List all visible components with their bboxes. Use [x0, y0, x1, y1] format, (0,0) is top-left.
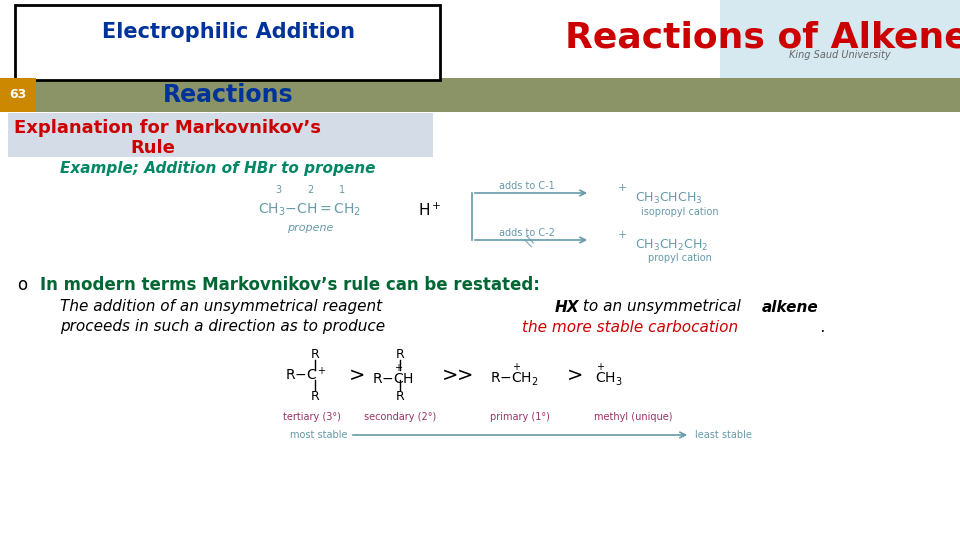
Text: $\mathrm{CH_3CHCH_3}$: $\mathrm{CH_3CHCH_3}$ — [635, 191, 703, 206]
Text: Rule: Rule — [130, 139, 175, 157]
Text: Reactions of Alkene: Reactions of Alkene — [565, 21, 960, 55]
Text: isopropyl cation: isopropyl cation — [641, 207, 719, 217]
Text: Explanation for Markovnikov’s: Explanation for Markovnikov’s — [14, 119, 321, 137]
Text: //: // — [522, 234, 538, 248]
Bar — [8, 113, 433, 157]
Text: R: R — [311, 390, 320, 403]
Text: alkene: alkene — [762, 300, 819, 314]
Text: most stable: most stable — [290, 430, 348, 440]
Text: .: . — [820, 320, 825, 334]
Text: $\mathrm{\overset{+}{C}H_3}$: $\mathrm{\overset{+}{C}H_3}$ — [595, 362, 623, 388]
Text: 3: 3 — [275, 185, 281, 195]
Text: +: + — [617, 230, 627, 240]
Text: tertiary (3°): tertiary (3°) — [283, 412, 341, 422]
Text: methyl (unique): methyl (unique) — [593, 412, 672, 422]
Text: Electrophilic Addition: Electrophilic Addition — [102, 22, 354, 42]
Text: $\mathrm{H^+}$: $\mathrm{H^+}$ — [419, 201, 442, 219]
Text: $\mathrm{R{-}C^+}$: $\mathrm{R{-}C^+}$ — [285, 366, 327, 383]
Text: $\mathrm{R{-}\overset{+}{C}H_2}$: $\mathrm{R{-}\overset{+}{C}H_2}$ — [490, 362, 539, 388]
Text: $\mathrm{CH_3CH_2CH_2}$: $\mathrm{CH_3CH_2CH_2}$ — [635, 238, 708, 253]
Text: proceeds in such a direction as to produce: proceeds in such a direction as to produ… — [60, 320, 390, 334]
Text: >: > — [348, 366, 365, 384]
Text: 1: 1 — [339, 185, 345, 195]
Text: o: o — [17, 276, 27, 294]
Text: the more stable carbocation: the more stable carbocation — [522, 320, 738, 334]
Bar — [0, 78, 36, 112]
FancyBboxPatch shape — [15, 5, 440, 80]
Text: primary (1°): primary (1°) — [490, 412, 550, 422]
Text: adds to C-2: adds to C-2 — [499, 228, 555, 238]
Text: R: R — [396, 348, 404, 361]
Text: King Saud University: King Saud University — [789, 50, 891, 60]
Text: 63: 63 — [10, 89, 27, 102]
Text: propyl cation: propyl cation — [648, 253, 712, 263]
Text: In modern terms Markovnikov’s rule can be restated:: In modern terms Markovnikov’s rule can b… — [40, 276, 540, 294]
Text: HX: HX — [555, 300, 580, 314]
Text: R: R — [311, 348, 320, 361]
Text: >: > — [457, 366, 473, 384]
Bar — [720, 0, 960, 80]
Bar — [0, 78, 960, 112]
Text: $\mathrm{CH_3{-}CH{=}CH_2}$: $\mathrm{CH_3{-}CH{=}CH_2}$ — [258, 202, 362, 218]
Text: The addition of an unsymmetrical reagent: The addition of an unsymmetrical reagent — [60, 300, 387, 314]
Text: Reactions: Reactions — [162, 83, 294, 107]
Text: Example; Addition of HBr to propene: Example; Addition of HBr to propene — [60, 160, 375, 176]
Text: propene: propene — [287, 223, 333, 233]
Text: R: R — [396, 390, 404, 403]
Text: >: > — [442, 366, 458, 384]
Text: secondary (2°): secondary (2°) — [364, 412, 436, 422]
Text: least stable: least stable — [695, 430, 752, 440]
Text: 2: 2 — [307, 185, 313, 195]
Text: adds to C-1: adds to C-1 — [499, 181, 555, 191]
Text: to an unsymmetrical: to an unsymmetrical — [578, 300, 746, 314]
Text: >: > — [566, 366, 583, 384]
Text: $\mathrm{R{-}\overset{+}{C}H}$: $\mathrm{R{-}\overset{+}{C}H}$ — [372, 363, 414, 387]
Text: +: + — [617, 183, 627, 193]
